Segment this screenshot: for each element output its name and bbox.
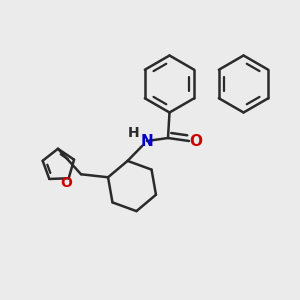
Text: O: O [60,176,72,190]
Text: N: N [141,134,153,148]
Text: H: H [128,127,139,140]
Text: O: O [189,134,202,148]
